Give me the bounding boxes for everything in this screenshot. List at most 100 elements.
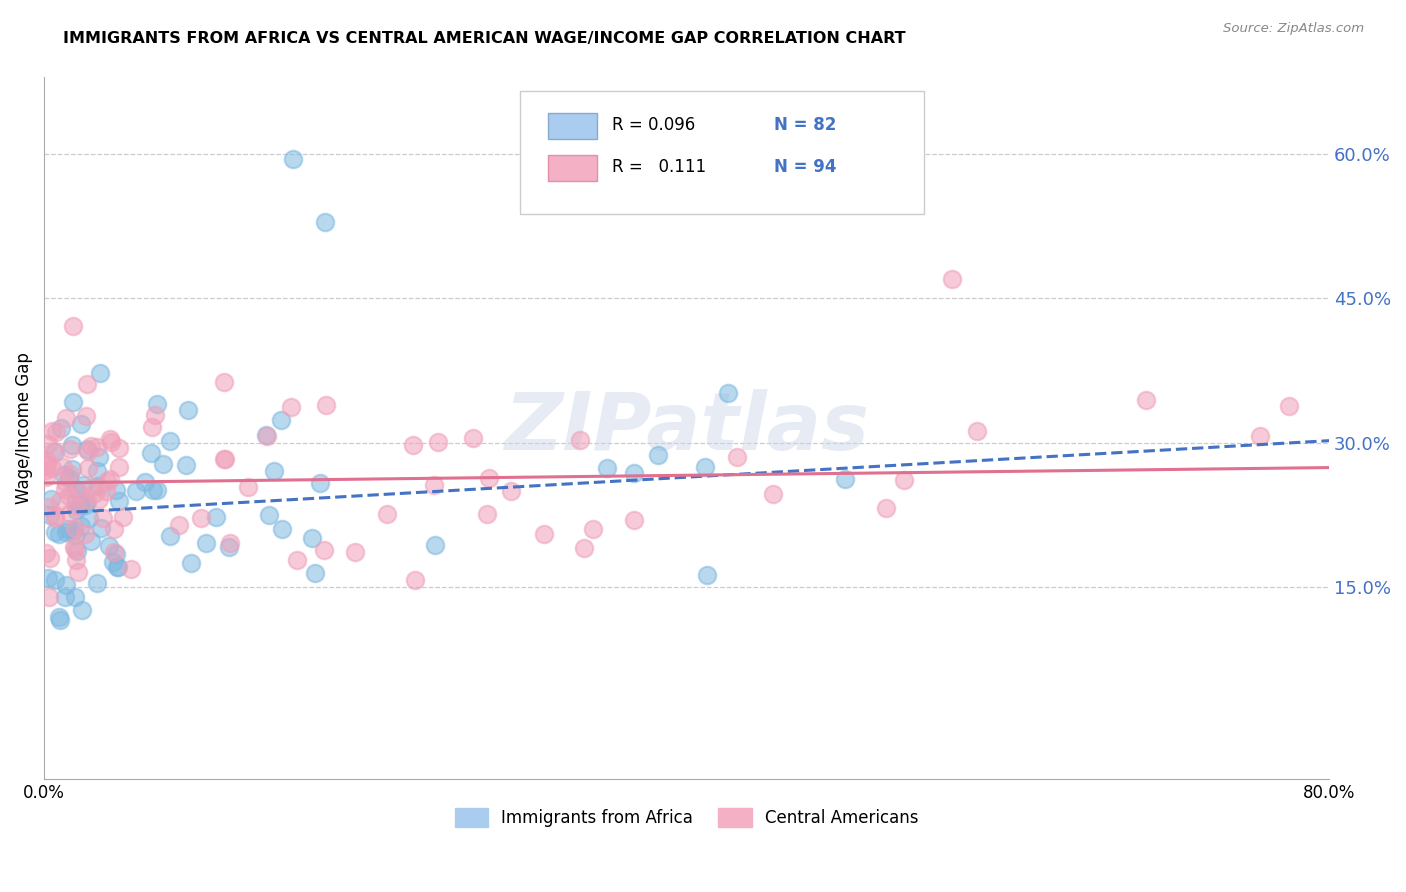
Point bbox=[304, 566, 326, 580]
Point bbox=[44, 445, 66, 459]
Point bbox=[87, 492, 110, 507]
Point bbox=[875, 501, 897, 516]
Point bbox=[69, 498, 91, 512]
Point bbox=[44, 508, 66, 522]
Point bbox=[96, 474, 118, 488]
Bar bbox=[548, 154, 596, 181]
Text: R = 0.096: R = 0.096 bbox=[612, 116, 696, 134]
Point bbox=[312, 542, 335, 557]
Point bbox=[65, 483, 87, 497]
Bar bbox=[548, 112, 596, 139]
Point bbox=[65, 543, 87, 558]
Point bbox=[35, 457, 58, 471]
Point bbox=[404, 573, 426, 587]
Point bbox=[76, 376, 98, 391]
Point bbox=[478, 471, 501, 485]
Point bbox=[72, 603, 94, 617]
Point bbox=[82, 480, 104, 494]
Point bbox=[499, 483, 522, 498]
Point bbox=[257, 508, 280, 523]
Point bbox=[693, 460, 716, 475]
Point bbox=[696, 568, 718, 582]
Point bbox=[141, 420, 163, 434]
Point bbox=[48, 494, 70, 508]
Point bbox=[91, 511, 114, 525]
Point bbox=[55, 411, 77, 425]
Point bbox=[125, 484, 148, 499]
Point bbox=[270, 413, 292, 427]
Point bbox=[139, 446, 162, 460]
Point bbox=[103, 521, 125, 535]
Point bbox=[263, 464, 285, 478]
Point bbox=[87, 450, 110, 464]
Point bbox=[35, 546, 58, 560]
Point bbox=[52, 460, 75, 475]
Point bbox=[762, 487, 785, 501]
Point bbox=[647, 448, 669, 462]
Point bbox=[423, 478, 446, 492]
Point bbox=[75, 409, 97, 423]
Point bbox=[103, 545, 125, 559]
Point bbox=[214, 451, 236, 466]
Point bbox=[35, 470, 58, 484]
Point bbox=[301, 532, 323, 546]
Point bbox=[42, 444, 65, 458]
Point bbox=[834, 472, 856, 486]
Y-axis label: Wage/Income Gap: Wage/Income Gap bbox=[15, 352, 32, 504]
Point bbox=[63, 590, 86, 604]
Point bbox=[568, 434, 591, 448]
Point bbox=[725, 450, 748, 464]
Point bbox=[59, 467, 82, 482]
Point bbox=[55, 482, 77, 496]
Point bbox=[87, 478, 110, 492]
Point bbox=[60, 438, 83, 452]
Point bbox=[55, 475, 77, 490]
Point bbox=[105, 560, 128, 574]
Point bbox=[572, 541, 595, 555]
Point bbox=[343, 545, 366, 559]
Point bbox=[72, 478, 94, 492]
Point bbox=[1249, 429, 1271, 443]
Text: IMMIGRANTS FROM AFRICA VS CENTRAL AMERICAN WAGE/INCOME GAP CORRELATION CHART: IMMIGRANTS FROM AFRICA VS CENTRAL AMERIC… bbox=[63, 31, 905, 46]
Point bbox=[314, 214, 336, 228]
Point bbox=[159, 434, 181, 448]
Point bbox=[70, 519, 93, 533]
Point bbox=[169, 517, 191, 532]
Point bbox=[143, 409, 166, 423]
Point bbox=[271, 522, 294, 536]
Point bbox=[63, 541, 86, 556]
Point bbox=[582, 523, 605, 537]
Point bbox=[35, 458, 58, 473]
Text: ZIPatlas: ZIPatlas bbox=[505, 389, 869, 467]
Point bbox=[152, 457, 174, 471]
Point bbox=[48, 527, 70, 541]
Point bbox=[159, 528, 181, 542]
Point bbox=[1278, 399, 1301, 413]
Point bbox=[38, 590, 60, 604]
Point bbox=[67, 485, 90, 500]
Point bbox=[177, 403, 200, 417]
Point bbox=[218, 540, 240, 554]
Point bbox=[38, 551, 60, 566]
Point bbox=[65, 503, 87, 517]
Point bbox=[37, 436, 59, 450]
Point bbox=[58, 471, 80, 485]
Point bbox=[280, 401, 302, 415]
Point bbox=[38, 500, 60, 515]
Point bbox=[218, 536, 240, 550]
Point bbox=[59, 507, 82, 521]
Point bbox=[86, 440, 108, 454]
Point bbox=[49, 421, 72, 435]
Point bbox=[90, 521, 112, 535]
Point bbox=[142, 483, 165, 497]
Point bbox=[39, 491, 62, 506]
Point bbox=[53, 591, 76, 605]
Point bbox=[623, 513, 645, 527]
Point bbox=[49, 613, 72, 627]
Point bbox=[35, 453, 58, 467]
Point bbox=[96, 483, 118, 498]
Point bbox=[596, 461, 619, 475]
Point bbox=[55, 578, 77, 592]
Point bbox=[195, 536, 218, 550]
Point bbox=[623, 466, 645, 480]
